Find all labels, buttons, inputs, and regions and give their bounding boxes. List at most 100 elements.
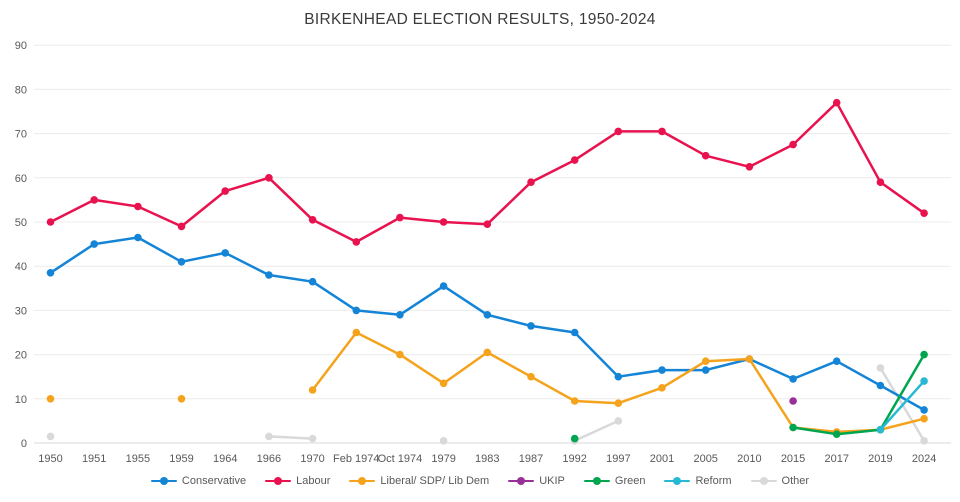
data-point-conservative	[614, 372, 623, 381]
series-line-reform	[879, 379, 926, 431]
data-point-conservative	[221, 249, 229, 257]
y-tick-label: 0	[21, 438, 27, 450]
data-point-labour	[352, 238, 361, 246]
y-tick-label: 70	[15, 129, 27, 141]
y-tick-label: 60	[15, 173, 27, 185]
data-point-liberal-sdp-lib-dem	[570, 397, 579, 405]
data-point-other	[265, 432, 273, 441]
data-point-labour	[177, 222, 186, 231]
data-point-green	[570, 434, 579, 443]
legend-dot	[673, 477, 682, 485]
data-point-conservative	[483, 311, 492, 319]
data-point-other	[439, 437, 448, 445]
x-tick-label: 1997	[606, 453, 630, 465]
x-tick-label: 2001	[650, 453, 674, 465]
data-point-green	[789, 423, 797, 432]
x-tick-label: Feb 1974	[333, 453, 379, 465]
data-point-conservative	[90, 240, 98, 248]
x-tick-label: 1955	[126, 453, 150, 465]
legend-item-conservative: Conservative	[150, 475, 247, 487]
x-tick-label: 1970	[300, 453, 324, 465]
x-tick-label: 1979	[431, 453, 455, 465]
data-point-conservative	[527, 322, 535, 330]
x-tick-label: 1950	[38, 453, 62, 465]
data-point-labour	[614, 127, 623, 136]
legend-marker-icon	[150, 477, 177, 485]
data-point-labour	[920, 209, 928, 217]
data-point-conservative	[134, 233, 142, 242]
data-point-conservative	[46, 269, 55, 277]
plot-area: 0 10 20 30 40 50 60 70 80 90 1950 1951 1955 1959 1964 1…	[15, 40, 951, 465]
data-point-labour	[745, 163, 754, 171]
series-line-green	[791, 353, 926, 436]
data-point-labour	[134, 202, 142, 211]
legend-item-ukip: UKIP	[508, 475, 565, 487]
data-point-liberal-sdp-lib-dem	[308, 386, 317, 394]
legend-item-labour: Labour	[265, 475, 330, 487]
y-tick-label: 40	[15, 261, 27, 273]
legend-marker-icon	[265, 477, 292, 485]
data-point-conservative	[396, 311, 404, 319]
data-point-labour	[90, 196, 98, 204]
data-point-conservative	[832, 357, 841, 366]
data-point-labour	[221, 187, 229, 195]
y-tick-label: 30	[15, 305, 27, 317]
chart-title: BIRKENHEAD ELECTION RESULTS, 1950-2024	[304, 11, 656, 28]
legend-dot	[592, 477, 601, 485]
legend-label: Other	[781, 475, 810, 487]
legend-marker-icon	[349, 477, 376, 485]
y-tick-label: 10	[15, 394, 27, 406]
legend-marker-icon	[508, 477, 535, 485]
data-point-liberal-sdp-lib-dem	[177, 395, 186, 403]
y-tick-label: 80	[15, 84, 27, 96]
data-point-conservative	[876, 381, 885, 390]
data-point-liberal-sdp-lib-dem	[527, 372, 535, 381]
data-point-liberal-sdp-lib-dem	[46, 395, 55, 403]
data-point-conservative	[570, 328, 579, 337]
data-point-labour	[439, 218, 448, 226]
legend-label: Liberal/ SDP/ Lib Dem	[380, 475, 490, 487]
data-point-labour	[658, 127, 666, 136]
x-tick-label: 1966	[257, 453, 281, 465]
data-point-labour	[789, 140, 797, 149]
data-point-labour	[570, 156, 579, 164]
data-point-labour	[265, 174, 273, 182]
x-tick-label: 1983	[475, 453, 499, 465]
x-tick-label: 2017	[824, 453, 848, 465]
data-point-conservative	[308, 277, 317, 286]
legend-item-other: Other	[750, 475, 810, 487]
y-tick-label: 90	[15, 40, 27, 52]
legend-label: Reform	[695, 475, 732, 487]
y-tick-label: 20	[15, 350, 27, 362]
legend-item-green: Green	[583, 475, 645, 487]
data-point-labour	[876, 178, 885, 186]
data-point-liberal-sdp-lib-dem	[352, 328, 361, 337]
data-point-conservative	[265, 271, 273, 279]
data-point-labour	[832, 98, 841, 107]
x-tick-label: 2005	[693, 453, 717, 465]
series-line-liberal-sdp-lib-dem	[311, 331, 926, 434]
data-point-labour	[308, 216, 317, 224]
legend-label: Labour	[296, 475, 331, 487]
chart-legend: Conservative Labour Liberal/ SDP/ Lib Dem U…	[0, 475, 960, 487]
data-point-green	[920, 350, 928, 359]
data-point-liberal-sdp-lib-dem	[483, 348, 492, 357]
data-point-labour	[701, 151, 710, 160]
data-point-labour	[396, 213, 404, 222]
legend-marker-icon	[750, 477, 777, 485]
data-point-conservative	[352, 306, 361, 315]
data-point-conservative	[177, 258, 186, 266]
data-point-liberal-sdp-lib-dem	[920, 414, 928, 423]
data-point-liberal-sdp-lib-dem	[745, 355, 754, 363]
data-point-conservative	[789, 375, 797, 383]
data-point-liberal-sdp-lib-dem	[396, 350, 404, 359]
x-tick-label: 2024	[912, 453, 936, 465]
data-point-conservative	[920, 406, 928, 414]
y-tick-label: 50	[15, 217, 27, 229]
data-point-other	[308, 434, 317, 443]
data-point-labour	[483, 220, 492, 228]
data-point-liberal-sdp-lib-dem	[701, 357, 710, 366]
x-tick-label: 1959	[169, 453, 193, 465]
legend-label: Conservative	[181, 475, 247, 487]
legend-marker-icon	[664, 477, 691, 485]
